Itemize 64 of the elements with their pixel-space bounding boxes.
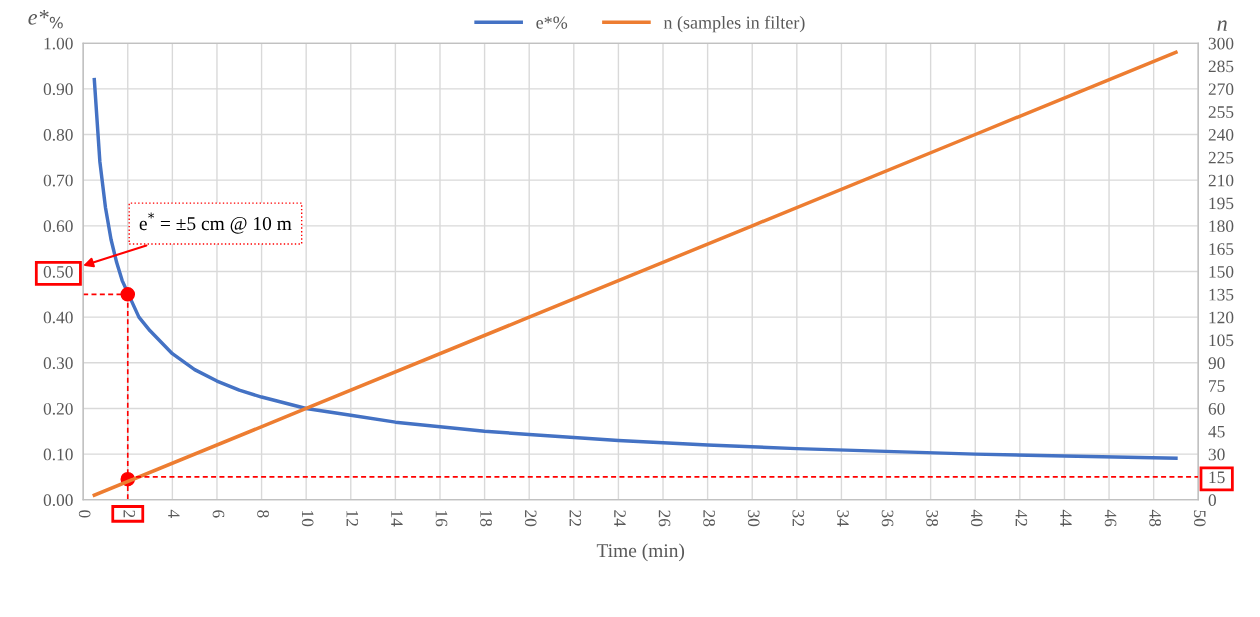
- annotation: e$^{*}$ = ±5 cm @ 10 m: [139, 212, 292, 234]
- y2-tick-label: 270: [1208, 83, 1234, 96]
- y2-tick-label: 30: [1208, 448, 1225, 461]
- y-tick-label: 0.50: [43, 265, 73, 278]
- x-tick-label: 0: [78, 510, 91, 518]
- y2-tick-label: 210: [1208, 174, 1234, 187]
- x-tick-label: 36: [881, 510, 894, 527]
- y2-tick-label: 45: [1208, 425, 1225, 438]
- x-tick-label: 46: [1104, 509, 1117, 527]
- x-tick-label: 10: [301, 511, 314, 527]
- x-tick-label: 6: [212, 510, 225, 518]
- y2-tick-label: 60: [1208, 402, 1225, 415]
- y2-tick-label: 15: [1209, 471, 1225, 484]
- x-tick-label: 30: [747, 510, 760, 527]
- x-axis-title: Time (min): [596, 543, 685, 562]
- x-tick-label: 34: [837, 510, 849, 527]
- y2-tick-label: 75: [1209, 380, 1225, 392]
- y2-tick-label: 225: [1208, 151, 1234, 164]
- legend-label: n (samples in filter): [663, 15, 805, 33]
- y2-tick-label: 0: [1208, 494, 1216, 506]
- y-tick-label: 0.30: [43, 357, 73, 370]
- x-tick-label: 38: [926, 510, 939, 527]
- y2-tick-label: 105: [1209, 334, 1234, 347]
- y2-tick-label: 120: [1209, 311, 1234, 324]
- x-tick-label: 24: [614, 510, 626, 527]
- y-tick-label: 0.00: [43, 494, 73, 507]
- y-tick-label: 0.60: [43, 220, 73, 233]
- x-tick-label: 16: [435, 511, 448, 527]
- y2-tick-label: 240: [1208, 128, 1234, 141]
- x-tick-label: 40: [970, 509, 983, 527]
- x-tick-label: 26: [658, 510, 671, 527]
- x-tick-label: 4: [168, 509, 180, 518]
- y2-tick-label: 165: [1209, 243, 1234, 255]
- x-tick-label: 12: [346, 511, 359, 526]
- y2-tick-label: 135: [1209, 288, 1234, 301]
- y2-tick-label: 90: [1208, 357, 1225, 369]
- y2-tick-label: 150: [1209, 265, 1234, 278]
- y2-axis-title: n: [1217, 20, 1227, 31]
- y-tick-label: 0.20: [43, 402, 73, 415]
- x-tick-label: 28: [703, 510, 715, 527]
- y2-tick-label: 255: [1208, 106, 1234, 118]
- y-tick-label: 0.70: [43, 174, 73, 187]
- x-tick-label: 14: [391, 511, 403, 527]
- x-tick-label: 20: [524, 510, 537, 527]
- legend-label: e*%: [536, 16, 568, 29]
- y2-tick-label: 180: [1209, 220, 1234, 233]
- y2-tick-label: 285: [1208, 60, 1234, 73]
- x-tick-label: 50: [1193, 510, 1206, 527]
- x-tick-label: 48: [1149, 509, 1162, 527]
- y-tick-label: 1.00: [44, 37, 73, 50]
- y2-tick-label: 300: [1208, 37, 1234, 50]
- y-tick-label: 0.80: [43, 128, 73, 141]
- y-tick-label: 0.90: [43, 83, 73, 96]
- x-tick-label: 8: [257, 510, 269, 518]
- x-tick-label: 42: [1015, 509, 1028, 526]
- y2-tick-label: 195: [1209, 197, 1234, 210]
- y-tick-label: 0.10: [43, 448, 73, 461]
- x-tick-label: 32: [792, 510, 805, 526]
- x-tick-label: 18: [480, 511, 492, 527]
- y-axis-title: e*$_{%}$: [28, 10, 63, 29]
- x-tick-label: 22: [569, 510, 582, 526]
- y-tick-label: 0.40: [43, 311, 73, 324]
- x-tick-label: 44: [1060, 509, 1072, 527]
- x-tick-label: 2: [123, 510, 136, 518]
